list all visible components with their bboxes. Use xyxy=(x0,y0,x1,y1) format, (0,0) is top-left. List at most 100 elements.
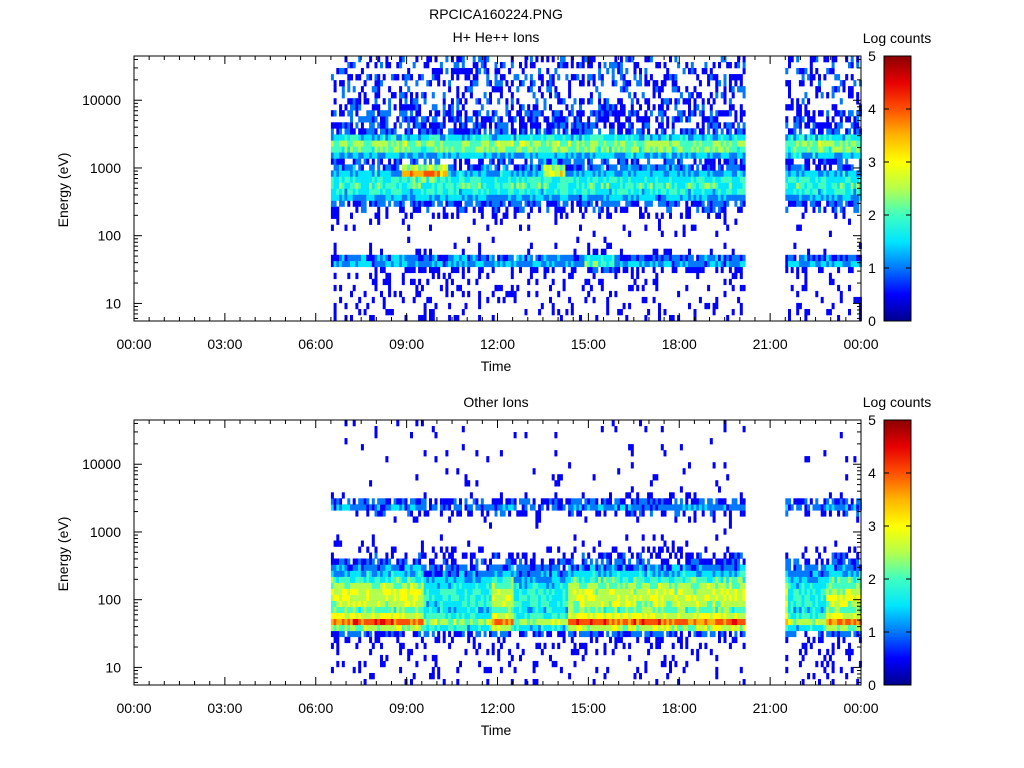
heatmap-cell xyxy=(472,254,476,262)
heatmap-cell xyxy=(529,188,533,195)
heatmap-cell xyxy=(644,68,648,75)
heatmap-cell xyxy=(652,182,656,189)
heatmap-cell xyxy=(390,309,394,316)
heatmap-cell xyxy=(682,68,686,75)
heatmap-cell xyxy=(382,254,386,262)
heatmap-cell xyxy=(579,315,582,322)
heatmap-cell xyxy=(439,164,443,171)
heatmap-cell xyxy=(464,86,468,93)
heatmap-cell xyxy=(565,164,569,171)
heatmap-cell xyxy=(339,296,343,304)
heatmap-cell xyxy=(429,158,432,165)
heatmap-cell xyxy=(429,200,432,207)
heatmap-cell xyxy=(712,182,716,189)
heatmap-cell xyxy=(858,158,862,165)
heatmap-cell xyxy=(688,212,691,219)
heatmap-cell xyxy=(445,260,449,268)
heatmap-cell xyxy=(812,128,816,135)
heatmap-cell xyxy=(505,164,509,171)
heatmap-cell xyxy=(562,206,566,213)
heatmap-cell xyxy=(377,594,381,601)
heatmap-cell xyxy=(358,134,362,141)
heatmap-cell xyxy=(420,140,424,147)
heatmap-cell xyxy=(788,170,791,177)
heatmap-cell xyxy=(426,570,430,577)
heatmap-cell xyxy=(641,194,645,201)
heatmap-cell xyxy=(333,152,337,159)
heatmap-cell xyxy=(480,254,484,262)
heatmap-cell xyxy=(494,206,498,213)
heatmap-cell xyxy=(467,176,471,183)
heatmap-cell xyxy=(423,612,427,619)
heatmap-cell xyxy=(420,92,424,99)
heatmap-cell xyxy=(524,152,528,159)
heatmap-cell xyxy=(459,56,462,63)
heatmap-cell xyxy=(718,206,721,213)
heatmap-cell xyxy=(366,606,370,613)
heatmap-cell xyxy=(341,564,345,571)
heatmap-cell xyxy=(734,152,738,159)
heatmap-cell xyxy=(690,266,694,274)
heatmap-cell xyxy=(818,158,821,165)
heatmap-cell xyxy=(410,158,413,165)
heatmap-cell xyxy=(568,296,572,304)
heatmap-cell xyxy=(330,140,334,147)
heatmap-cell xyxy=(696,164,700,171)
heatmap-cell xyxy=(377,152,381,159)
heatmap-cell xyxy=(513,134,517,141)
heatmap-cell xyxy=(524,182,528,189)
heatmap-cell xyxy=(804,182,808,189)
heatmap-cell xyxy=(696,188,700,195)
heatmap-cell xyxy=(720,134,724,141)
heatmap-cell xyxy=(456,152,460,159)
heatmap-cell xyxy=(527,278,531,286)
heatmap-cell xyxy=(377,564,381,571)
heatmap-cell xyxy=(793,122,797,129)
heatmap-cell xyxy=(587,254,591,262)
heatmap-cell xyxy=(407,176,411,183)
heatmap-cell xyxy=(510,158,514,165)
heatmap-cell xyxy=(429,498,432,505)
heatmap-cell xyxy=(823,134,827,141)
heatmap-cell xyxy=(429,164,432,171)
heatmap-cell xyxy=(502,170,506,177)
heatmap-cell xyxy=(352,582,356,589)
heatmap-cell xyxy=(360,558,364,565)
heatmap-cell xyxy=(358,140,362,147)
heatmap-cell xyxy=(508,260,512,268)
heatmap-cell xyxy=(529,200,533,207)
heatmap-cell xyxy=(807,194,811,201)
heatmap-cell xyxy=(404,146,408,153)
heatmap-cell xyxy=(696,194,700,201)
heatmap-cell xyxy=(418,152,422,159)
heatmap-cell xyxy=(369,128,373,135)
heatmap-cell xyxy=(469,194,473,201)
heatmap-cell xyxy=(663,170,667,177)
heatmap-cell xyxy=(350,630,353,638)
heatmap-cell xyxy=(581,80,585,87)
heatmap-cell xyxy=(798,152,802,159)
heatmap-cell xyxy=(459,116,462,123)
heatmap-cell xyxy=(592,272,596,280)
heatmap-cell xyxy=(341,158,345,165)
heatmap-cell xyxy=(625,260,629,268)
heatmap-cell xyxy=(445,146,449,153)
heatmap-cell xyxy=(333,110,337,117)
heatmap-cell xyxy=(423,594,427,601)
heatmap-cell xyxy=(480,104,484,111)
heatmap-cell xyxy=(734,254,738,262)
heatmap-cell xyxy=(396,504,400,511)
heatmap-cell xyxy=(478,56,482,63)
heatmap-cell xyxy=(415,92,419,99)
heatmap-cell xyxy=(448,272,452,280)
heatmap-cell xyxy=(426,134,430,141)
heatmap-cell xyxy=(420,582,424,589)
heatmap-cell xyxy=(461,290,465,298)
heatmap-cell xyxy=(480,122,484,129)
heatmap-cell xyxy=(336,498,340,505)
heatmap-cell xyxy=(709,152,713,159)
heatmap-cell xyxy=(609,104,612,111)
heatmap-cell xyxy=(655,140,659,147)
heatmap-cell xyxy=(633,200,637,207)
heatmap-cell xyxy=(355,188,359,195)
